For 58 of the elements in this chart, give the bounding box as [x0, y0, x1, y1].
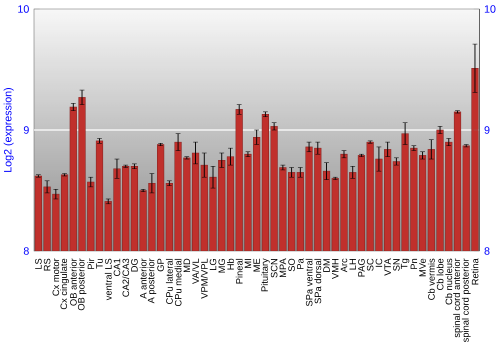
x-tick-label: DG — [131, 258, 138, 272]
x-tick-label: SPa dorsal — [314, 258, 322, 304]
x-tick-label: SN — [393, 259, 400, 271]
x-tick-label: LS — [35, 258, 42, 269]
x-tick-label: Cb vermis — [428, 258, 435, 300]
x-tick-label: CPu medial — [174, 258, 182, 306]
x-tick-label: LH — [350, 259, 356, 270]
x-tick-label: Arc — [340, 258, 348, 272]
x-tick-label: MVe — [419, 258, 426, 276]
y-tick-label: 8 — [24, 247, 29, 255]
x-tick-label: VMH — [332, 259, 338, 279]
x-tick-label: SCN — [270, 259, 278, 278]
y2-tick-label: 8 — [484, 247, 490, 255]
x-tick-label: RS — [44, 258, 50, 270]
x-tick-label: Tg — [400, 258, 410, 269]
x-tick-label: Retina — [472, 258, 478, 284]
x-tick-label: A anterior — [140, 258, 147, 299]
x-tick-label: Pn — [410, 258, 418, 269]
x-tick-label: CPu lateral — [166, 258, 173, 304]
x-tick-label: VA/VL — [192, 258, 199, 284]
x-tick-label: PAG — [358, 258, 365, 277]
x-tick-label: SO — [288, 258, 295, 272]
y-tick-label: 9 — [24, 126, 29, 134]
x-tick-label: CA2/CA3 — [122, 258, 130, 297]
x-tick-label: Pir — [87, 258, 94, 269]
x-tick-label: Tu — [96, 258, 103, 269]
x-tick-label: GP — [157, 258, 164, 272]
y2-tick-label: 10 — [484, 5, 496, 13]
x-tick-label: SPa ventral — [306, 258, 312, 306]
x-tick-label: Cx cingulate — [60, 258, 69, 310]
x-tick-label: Pa — [297, 258, 304, 269]
y2-tick-label: 9 — [484, 126, 490, 134]
y-axis-title: Log2 (expression) — [4, 88, 14, 172]
x-tick-label: MI — [244, 259, 252, 268]
x-tick-label: VTA — [384, 258, 391, 276]
x-tick-label: Cx motor — [52, 258, 60, 296]
x-tick-label: DM — [323, 259, 330, 272]
x-tick-label: VPM/VPL — [200, 258, 208, 299]
x-tick-label: A posterior — [148, 258, 156, 304]
x-tick-label: MD — [184, 258, 190, 272]
x-tick-label: IC — [376, 258, 382, 267]
x-tick-label: Pituitary — [261, 258, 270, 292]
x-tick-label: OB posterior — [78, 258, 86, 310]
x-tick-label: ventral LS — [104, 258, 112, 300]
y-tick-label: 10 — [18, 5, 29, 13]
x-tick-label: spinal cord anterior — [453, 258, 462, 338]
x-tick-label: Pineal — [236, 258, 243, 284]
x-tick-label: OB anterior — [70, 258, 77, 306]
x-tick-label: Hb — [227, 258, 234, 270]
x-tick-label: Cb nucleus — [445, 258, 452, 305]
x-tick-label: MPA — [280, 258, 286, 278]
x-tick-label: SC — [366, 258, 374, 271]
x-tick-label: LG — [210, 258, 216, 270]
x-tick-label: CA1 — [114, 258, 120, 276]
x-tick-label: Cb lobe — [436, 258, 444, 290]
x-tick-label: spinal cord posterior — [462, 258, 471, 342]
x-tick-label: ME — [253, 258, 260, 272]
x-tick-label: MG — [218, 258, 226, 273]
